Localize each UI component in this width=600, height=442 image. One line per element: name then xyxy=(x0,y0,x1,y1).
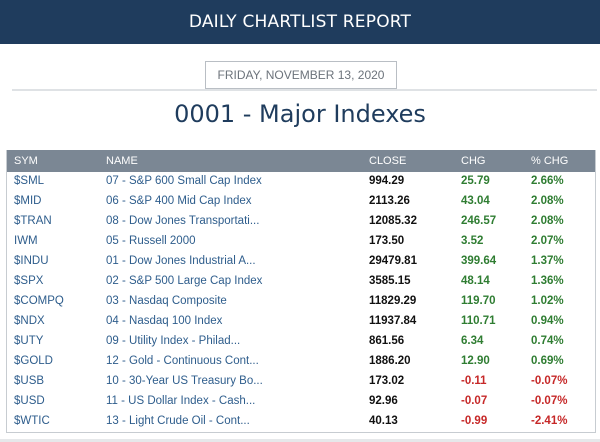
close-value: 40.13 xyxy=(369,415,398,427)
close-value: 1886.20 xyxy=(369,355,411,367)
table-row[interactable]: $WTIC 13 - Light Crude Oil - Cont... 40.13… xyxy=(7,412,595,432)
symbol-link[interactable]: $SML xyxy=(14,175,45,187)
header-name[interactable]: NAME xyxy=(106,155,138,167)
table-row[interactable]: $SPX 02 - S&P 500 Large Cap Index 3585.15 4… xyxy=(7,272,595,292)
change-value: -0.07 xyxy=(461,395,488,407)
close-value: 11829.29 xyxy=(369,295,417,307)
name-link[interactable]: 03 - Nasdaq Composite xyxy=(106,295,227,307)
change-value: -0.11 xyxy=(461,375,487,387)
symbol-link[interactable]: $SPX xyxy=(14,275,44,287)
symbol-link[interactable]: $UTY xyxy=(14,335,44,347)
change-value: 110.71 xyxy=(461,315,496,327)
name-link[interactable]: 08 - Dow Jones Transportati... xyxy=(106,215,260,227)
table-row[interactable]: $COMPQ 03 - Nasdaq Composite 11829.29 119.7… xyxy=(7,292,595,312)
percent-change-value: 1.37% xyxy=(531,255,564,267)
name-link[interactable]: 12 - Gold - Continuous Cont... xyxy=(106,355,259,367)
name-link[interactable]: 06 - S&P 400 Mid Cap Index xyxy=(106,195,252,207)
name-link[interactable]: 10 - 30-Year US Treasury Bo... xyxy=(106,375,263,387)
close-value: 2113.26 xyxy=(369,195,410,207)
percent-change-value: 2.07% xyxy=(531,235,564,247)
table-header: SYM NAME CLOSE CHG % CHG xyxy=(7,150,595,172)
table-row[interactable]: $MID 06 - S&P 400 Mid Cap Index 2113.26 43.… xyxy=(7,192,595,212)
percent-change-value: 2.08% xyxy=(531,195,564,207)
change-value: -0.99 xyxy=(461,415,488,427)
header-sym[interactable]: SYM xyxy=(14,155,38,167)
name-link[interactable]: 02 - S&P 500 Large Cap Index xyxy=(106,275,263,287)
close-value: 861.56 xyxy=(369,335,405,347)
close-value: 92.96 xyxy=(369,395,398,407)
table-row[interactable]: $USD 11 - US Dollar Index - Cash... 92.96 -… xyxy=(7,392,595,412)
close-value: 173.50 xyxy=(369,235,405,247)
symbol-link[interactable]: $INDU xyxy=(14,255,49,267)
change-value: 246.57 xyxy=(461,215,497,227)
change-value: 399.64 xyxy=(461,255,497,267)
name-link[interactable]: 05 - Russell 2000 xyxy=(106,235,196,247)
name-link[interactable]: 07 - S&P 600 Small Cap Index xyxy=(106,175,262,187)
close-value: 994.29 xyxy=(369,175,405,187)
table-row[interactable]: $NDX 04 - Nasdaq 100 Index 11937.84 110.71 0… xyxy=(7,312,595,332)
name-link[interactable]: 11 - US Dollar Index - Cash... xyxy=(106,395,256,407)
symbol-link[interactable]: IWM xyxy=(14,235,38,247)
percent-change-value: 0.94% xyxy=(531,315,564,327)
name-link[interactable]: 01 - Dow Jones Industrial A... xyxy=(106,255,256,267)
symbol-link[interactable]: $GOLD xyxy=(14,355,53,367)
close-value: 3585.15 xyxy=(369,275,411,287)
indexes-table: SYM NAME CLOSE CHG % CHG $SML 07 - S&P 60… xyxy=(6,150,596,433)
change-value: 48.14 xyxy=(461,275,490,287)
table-row[interactable]: $TRAN 08 - Dow Jones Transportati... 12085… xyxy=(7,212,595,232)
table-row[interactable]: $GOLD 12 - Gold - Continuous Cont... 1886.… xyxy=(7,352,595,372)
close-value: 29479.81 xyxy=(369,255,417,267)
header-chg[interactable]: CHG xyxy=(461,155,486,167)
report-date: FRIDAY, NOVEMBER 13, 2020 xyxy=(205,61,397,89)
report-banner: DAILY CHARTLIST REPORT xyxy=(0,0,600,44)
change-value: 12.90 xyxy=(461,355,490,367)
percent-change-value: 0.74% xyxy=(531,335,564,347)
change-value: 25.79 xyxy=(461,175,490,187)
banner-title: DAILY CHARTLIST REPORT xyxy=(188,12,412,32)
symbol-link[interactable]: $NDX xyxy=(14,315,45,327)
percent-change-value: 2.66% xyxy=(531,175,564,187)
percent-change-value: 2.08% xyxy=(531,215,564,227)
close-value: 12085.32 xyxy=(369,215,417,227)
divider xyxy=(12,89,597,91)
table-row[interactable]: $USB 10 - 30-Year US Treasury Bo... 173.02… xyxy=(7,372,595,392)
table-row[interactable]: IWM 05 - Russell 2000 173.50 3.52 2.07% xyxy=(7,232,595,252)
percent-change-value: -0.07% xyxy=(531,375,568,387)
change-value: 119.70 xyxy=(461,295,496,307)
table-body: $SML 07 - S&P 600 Small Cap Index 994.29 25… xyxy=(7,172,595,432)
symbol-link[interactable]: $WTIC xyxy=(14,415,50,427)
percent-change-value: 1.36% xyxy=(531,275,564,287)
percent-change-value: -0.07% xyxy=(531,395,568,407)
name-link[interactable]: 04 - Nasdaq 100 Index xyxy=(106,315,223,327)
percent-change-value: 1.02% xyxy=(531,295,564,307)
close-value: 173.02 xyxy=(369,375,405,387)
close-value: 11937.84 xyxy=(369,315,417,327)
percent-change-value: -2.41% xyxy=(531,415,568,427)
symbol-link[interactable]: $USB xyxy=(14,375,45,387)
name-link[interactable]: 13 - Light Crude Oil - Cont... xyxy=(106,415,250,427)
symbol-link[interactable]: $USD xyxy=(14,395,45,407)
change-value: 6.34 xyxy=(461,335,484,347)
change-value: 43.04 xyxy=(461,195,490,207)
symbol-link[interactable]: $TRAN xyxy=(14,215,52,227)
table-row[interactable]: $SML 07 - S&P 600 Small Cap Index 994.29 25… xyxy=(7,172,595,192)
header-close[interactable]: CLOSE xyxy=(369,155,407,167)
table-row[interactable]: $UTY 09 - Utility Index - Philad... 861.56… xyxy=(7,332,595,352)
chartlist-title: 0001 - Major Indexes xyxy=(174,100,426,128)
percent-change-value: 0.69% xyxy=(531,355,564,367)
divider xyxy=(0,439,600,442)
name-link[interactable]: 09 - Utility Index - Philad... xyxy=(106,335,241,347)
symbol-link[interactable]: $MID xyxy=(14,195,42,207)
symbol-link[interactable]: $COMPQ xyxy=(14,295,64,307)
change-value: 3.52 xyxy=(461,235,484,247)
header-pct-chg[interactable]: % CHG xyxy=(531,155,569,167)
table-row[interactable]: $INDU 01 - Dow Jones Industrial A... 29479… xyxy=(7,252,595,272)
